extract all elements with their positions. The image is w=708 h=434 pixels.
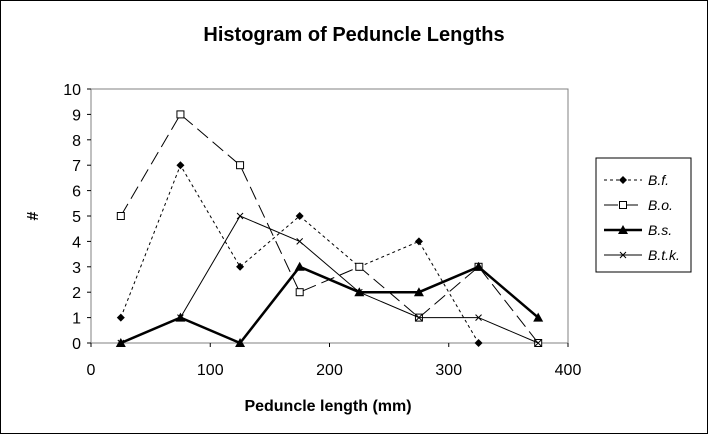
- y-tick-label: 5: [72, 209, 81, 226]
- data-point: [235, 338, 246, 347]
- data-point: [413, 287, 424, 297]
- data-point: [296, 238, 304, 245]
- y-tick-label: 4: [72, 234, 81, 251]
- data-point: [295, 212, 304, 220]
- data-point: [116, 313, 125, 322]
- y-tick-label: 6: [72, 184, 81, 201]
- legend-box: [595, 157, 692, 273]
- data-point: [176, 110, 185, 119]
- x-tick-label: 0: [87, 362, 96, 379]
- y-tick-label: 9: [72, 107, 81, 124]
- y-tick-label: 1: [72, 311, 81, 328]
- x-tick-label: 300: [435, 362, 462, 379]
- data-point: [475, 314, 482, 321]
- data-point: [116, 212, 125, 220]
- x-axis: 0 100 200 300 400: [87, 343, 582, 379]
- y-tick-label: 2: [72, 285, 81, 302]
- y-axis: 0 1 2 3 4 5 6 7 8 9 10: [63, 82, 91, 353]
- legend-label: B.f.: [648, 172, 669, 188]
- x-tick-label: 200: [316, 362, 343, 379]
- legend-marker: [619, 201, 627, 209]
- data-point: [176, 161, 185, 170]
- data-point: [414, 237, 423, 246]
- y-tick-label: 8: [72, 133, 81, 150]
- data-point: [473, 261, 484, 271]
- legend-marker: [619, 176, 627, 184]
- legend-label: B.t.k.: [648, 247, 680, 263]
- y-tick-label: 3: [72, 260, 81, 277]
- data-point: [474, 339, 483, 347]
- data-point: [236, 161, 245, 170]
- series-4: [117, 212, 542, 347]
- data-point: [355, 262, 364, 271]
- series-line: [120, 265, 539, 345]
- data-point: [533, 312, 544, 322]
- legend-marker: [618, 225, 628, 234]
- legend-label: B.o.: [648, 197, 673, 213]
- data-point: [355, 288, 363, 296]
- y-axis-title: #: [25, 211, 42, 220]
- data-point: [534, 339, 542, 347]
- y-tick-label: 10: [63, 82, 81, 99]
- x-axis-title: Peduncle length (mm): [244, 398, 411, 415]
- series-line: [120, 215, 539, 344]
- data-point: [415, 314, 423, 321]
- data-point: [177, 314, 184, 321]
- legend: B.f. B.o. B.s. B.t.k.: [604, 172, 680, 263]
- data-point: [294, 261, 305, 271]
- y-tick-label: 0: [72, 336, 81, 353]
- chart-title: Histogram of Peduncle Lengths: [203, 24, 504, 46]
- data-point: [117, 339, 125, 347]
- y-tick-label: 7: [72, 158, 81, 175]
- x-tick-label: 100: [197, 362, 224, 379]
- data-point: [295, 288, 304, 297]
- series-layer: [115, 110, 544, 347]
- plot-area: [90, 88, 569, 344]
- legend-label: B.s.: [648, 222, 672, 238]
- data-point: [236, 212, 244, 220]
- legend-marker: [619, 251, 627, 259]
- data-point: [236, 262, 245, 271]
- x-tick-label: 400: [555, 362, 582, 379]
